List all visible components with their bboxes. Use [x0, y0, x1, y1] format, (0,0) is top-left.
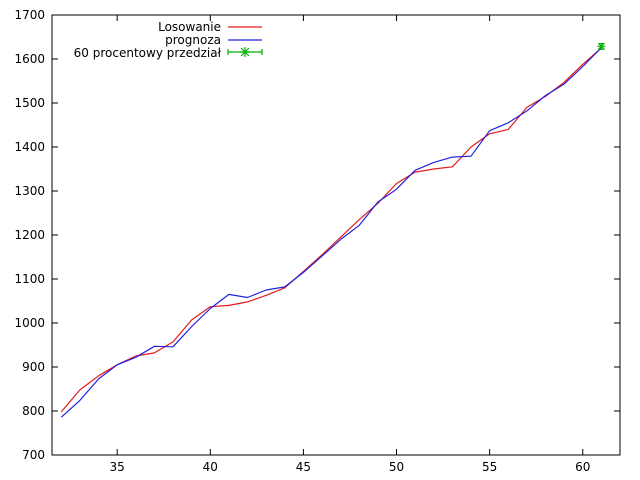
x-tick-label: 35 [110, 460, 125, 474]
y-tick-label: 1100 [14, 272, 45, 286]
x-tick-label: 45 [296, 460, 311, 474]
plot-frame [51, 14, 621, 456]
legend-label-prognoza: prognoza [165, 33, 221, 47]
legend-label-losowanie: Losowanie [158, 20, 221, 34]
legend: Losowanie prognoza 60 procentowy przedzi… [74, 20, 263, 60]
x-tick-label: 55 [482, 460, 497, 474]
legend-swatch-przedzial [227, 47, 263, 57]
y-tick-label: 1600 [14, 52, 45, 66]
y-tick-label: 1400 [14, 140, 45, 154]
y-tick-label: 1500 [14, 96, 45, 110]
y-tick-label: 1700 [14, 8, 45, 22]
y-tick-label: 900 [22, 360, 45, 374]
series-layer [60, 42, 606, 418]
y-tick-label: 1000 [14, 316, 45, 330]
error-bar-point [597, 42, 606, 50]
y-tick-label: 700 [22, 448, 45, 462]
axes-layer: 700 800 900 1000 1100 1200 1300 1400 1500 1600 170… [14, 8, 621, 474]
legend-label-przedzial: 60 procentowy przedział [74, 46, 222, 60]
x-tick-label: 40 [203, 460, 218, 474]
series-line-1 [60, 47, 602, 418]
y-tick-label: 1200 [14, 228, 45, 242]
x-tick-label: 50 [389, 460, 404, 474]
x-tick-label: 60 [575, 460, 590, 474]
y-tick-label: 1300 [14, 184, 45, 198]
series-line-0 [60, 47, 602, 413]
y-tick-label: 800 [22, 404, 45, 418]
